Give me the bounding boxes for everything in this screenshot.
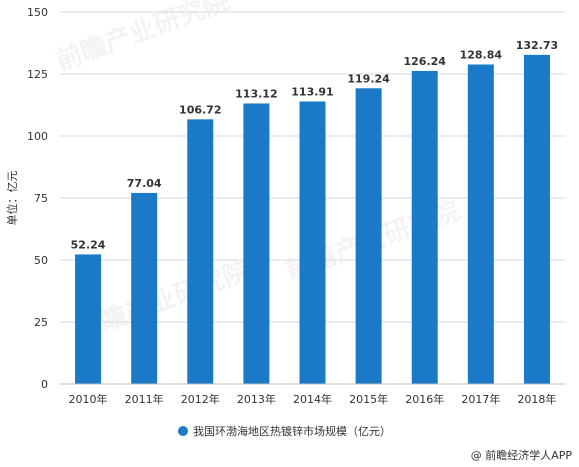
bar[interactable] <box>299 101 326 384</box>
x-tick-label: 2010年 <box>69 392 108 406</box>
bar[interactable] <box>243 103 270 384</box>
data-label: 113.12 <box>235 87 277 100</box>
legend-label: 我国环渤海地区热镀锌市场规模（亿元） <box>193 424 391 438</box>
bar[interactable] <box>131 192 158 384</box>
bar[interactable] <box>523 54 550 385</box>
bar[interactable] <box>355 88 382 385</box>
y-tick-label: 25 <box>34 316 48 329</box>
y-tick-label: 0 <box>41 378 48 391</box>
x-tick-label: 2013年 <box>237 392 276 406</box>
x-tick-label: 2011年 <box>125 392 164 406</box>
data-label: 128.84 <box>460 48 503 61</box>
bar[interactable] <box>467 64 494 384</box>
data-label: 119.24 <box>347 72 390 85</box>
y-tick-label: 50 <box>34 254 48 267</box>
y-tick-label: 75 <box>34 192 48 205</box>
legend-marker <box>178 426 188 436</box>
x-tick-label: 2016年 <box>405 392 444 406</box>
legend[interactable]: 我国环渤海地区热镀锌市场规模（亿元） <box>178 424 391 438</box>
data-label: 132.73 <box>516 39 558 52</box>
x-tick-label: 2015年 <box>349 392 388 406</box>
x-tick-label: 2017年 <box>461 392 500 406</box>
data-label: 106.72 <box>179 103 221 116</box>
y-tick-label: 125 <box>27 68 48 81</box>
x-tick-label: 2012年 <box>181 392 220 406</box>
watermark-1: 前瞻产业研究院 <box>52 0 234 77</box>
y-axis-title: 单位：亿元 <box>5 171 19 226</box>
x-tick-label: 2014年 <box>293 392 332 406</box>
data-label: 126.24 <box>403 55 446 68</box>
data-label: 77.04 <box>127 177 162 190</box>
x-tick-label: 2018年 <box>517 392 556 406</box>
y-tick-label: 150 <box>27 6 48 19</box>
bars <box>75 54 550 385</box>
x-tick-labels: 2010年 2011年 2012年 2013年 2014年 2015年 2016年 2017年… <box>69 392 557 406</box>
bar[interactable] <box>187 119 214 384</box>
source-credit: @ 前瞻经济学人APP <box>471 448 573 462</box>
bar[interactable] <box>411 70 438 384</box>
data-label: 113.91 <box>291 86 333 99</box>
y-tick-labels: 0 25 50 75 100 125 150 <box>27 6 48 391</box>
y-tick-label: 100 <box>27 130 48 143</box>
bar[interactable] <box>75 254 102 384</box>
data-labels: 52.24 77.04 106.72 113.12 113.91 119.24 126.24… <box>71 39 559 252</box>
data-label: 52.24 <box>71 238 106 251</box>
